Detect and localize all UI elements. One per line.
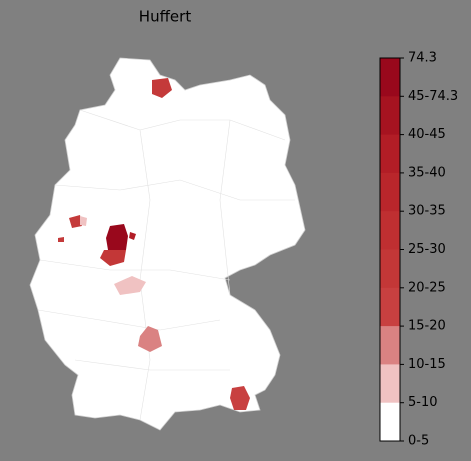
colorbar-segment [380,364,400,404]
region [80,216,87,226]
colorbar-segment [380,402,400,442]
colorbar-tick-label: 40-45 [408,127,446,142]
region [152,78,172,98]
colorbar-segment [380,96,400,136]
region [114,276,146,295]
germany-map [29,57,306,431]
region [106,224,128,250]
colorbar: 74.3 45-74.3 40-45 35-40 30-35 25-30 20-25 15-2… [379,51,458,449]
colorbar-tick-label: 5-10 [408,395,438,410]
region [129,232,136,240]
colorbar-tick-label: 30-35 [408,204,446,219]
colorbar-tick-label: 74.3 [408,51,437,66]
colorbar-tick-label: 10-15 [408,357,446,372]
region [138,326,162,352]
colorbar-segment [380,58,400,97]
region [69,215,82,228]
colorbar-tick-label: 15-20 [408,319,446,334]
colorbar-tick-label: 45-74.3 [408,89,458,104]
state-border [37,109,295,421]
colorbar-segment [380,249,400,289]
colorbar-tick-label: 35-40 [408,165,446,180]
colorbar-segment [380,326,400,365]
colorbar-tick-label: 20-25 [408,280,446,295]
colorbar-segment [380,287,400,327]
region [100,250,126,266]
region [58,237,64,242]
region [230,386,250,410]
colorbar-segment [380,211,400,250]
country-outline [29,57,306,431]
colorbar-tick-label: 0-5 [408,434,429,449]
colorbar-tick-label: 25-30 [408,242,446,257]
colorbar-segment [380,134,400,174]
map-title: Huffert [139,8,192,26]
colorbar-segment [380,172,400,212]
